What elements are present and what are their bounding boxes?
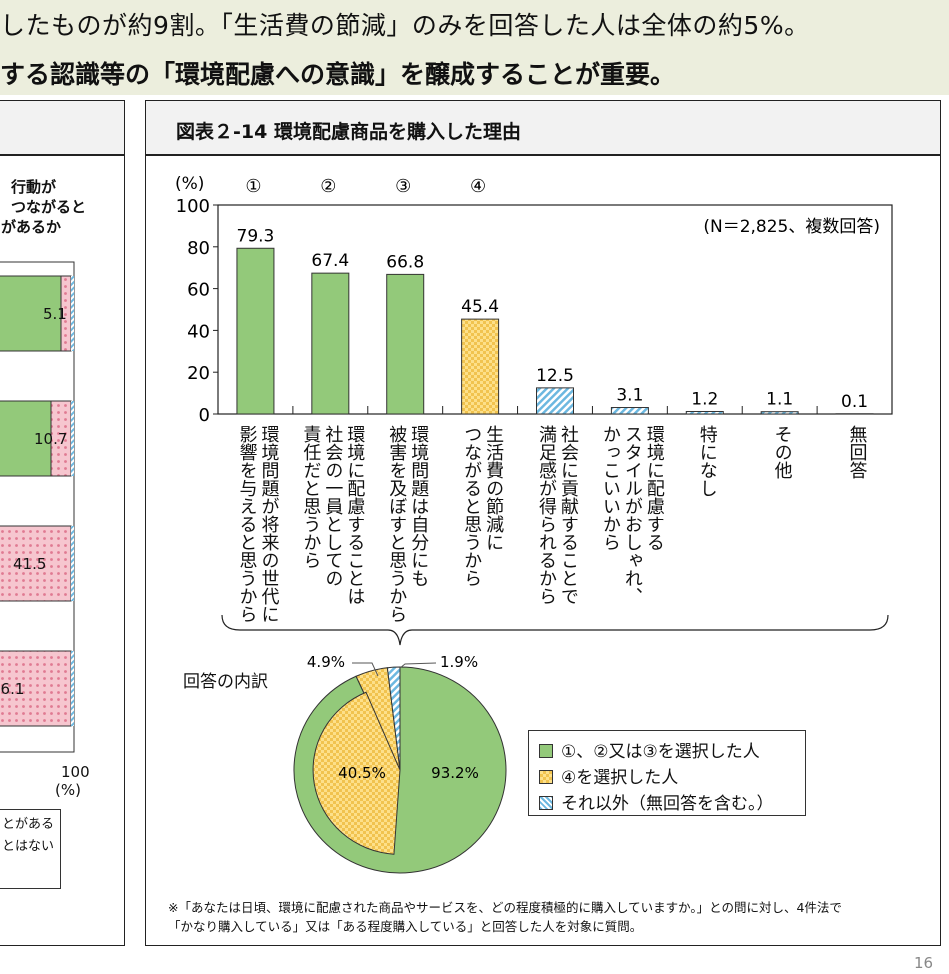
left-chart-panel: 行動が つながると があるか 5.1 10.7 41.5 56.1 100 (%… xyxy=(0,100,125,946)
legend-item-green: ①、②又は③を選択した人 xyxy=(539,737,760,762)
bar-value-label: 66.8 xyxy=(386,252,424,272)
leader-line xyxy=(352,662,379,677)
bar-4 xyxy=(461,318,500,415)
left-axis-unit: (%) xyxy=(55,781,81,799)
bar-value-label: 3.1 xyxy=(616,386,643,406)
pie-value-label: 4.9% xyxy=(307,653,345,671)
category-label: 無回答 xyxy=(846,425,868,479)
left-bar-1-blue xyxy=(71,276,74,351)
summary-line-2: する認識等の「環境配慮への意識」を醸成することが重要。 xyxy=(0,60,676,89)
legend-label: ①、②又は③を選択した人 xyxy=(561,742,760,762)
pie-slice-blue xyxy=(386,666,401,771)
left-legend-item: とがある xyxy=(2,817,55,832)
legend-swatch-yellow xyxy=(539,770,553,784)
category-label: 環境問題が将来の世代に 影響を与えると思うから xyxy=(236,425,280,623)
y-axis-unit: (%) xyxy=(175,174,204,194)
left-bar-chart xyxy=(0,261,75,753)
summary-line-1: したものが約9割。「生活費の節減」のみを回答した人は全体の約5%。 xyxy=(0,11,810,40)
legend-swatch-green xyxy=(539,744,553,758)
pie-legend: ①、②又は③を選択した人 ④を選択した人 それ以外（無回答を含む。） xyxy=(528,730,806,816)
category-label: その他 xyxy=(771,425,793,479)
legend-swatch-blue xyxy=(539,796,553,810)
category-marker: ③ xyxy=(395,176,411,197)
legend-label: ④を選択した人 xyxy=(561,768,679,788)
category-label: 環境に配慮する スタイルがおしゃれ、 かっこいいから xyxy=(599,425,665,605)
bar-6 xyxy=(610,407,649,415)
bar-value-label: 12.5 xyxy=(536,366,574,386)
category-label: 特になし xyxy=(696,425,718,497)
bar-value-label: 0.1 xyxy=(841,392,868,412)
bar-1 xyxy=(236,247,275,415)
left-bar-3-blue xyxy=(71,526,74,601)
left-bar-2-green xyxy=(0,400,52,477)
category-label: 環境に配慮することは 社会の一員としての 責任だと思うから xyxy=(300,425,366,605)
pie-value-label: 1.9% xyxy=(440,653,478,671)
y-tick-label: 100 xyxy=(176,196,210,217)
category-marker: ① xyxy=(245,176,261,197)
left-bar-4-blue xyxy=(71,651,74,726)
left-axis-end: 100 xyxy=(61,763,90,781)
bar-8 xyxy=(760,411,799,415)
category-label: 環境問題は自分にも 被害を及ぼすと思うから xyxy=(386,425,430,623)
left-legend: とがある とはない xyxy=(0,809,61,889)
left-bar-label: 41.5 xyxy=(13,555,47,573)
footnote-line: 「かなり購入している」又は「ある程度購入している」と回答した人を対象に質問。 xyxy=(168,919,643,934)
summary-banner: したものが約9割。「生活費の節減」のみを回答した人は全体の約5%。 する認識等の… xyxy=(0,0,949,95)
left-panel-header xyxy=(0,101,124,156)
pie-title: 回答の内訳 xyxy=(183,672,268,692)
bar-value-label: 67.4 xyxy=(311,251,349,271)
category-label: 社会に貢献することで 満足感が得られるから xyxy=(536,425,579,605)
legend-item-blue: それ以外（無回答を含む。） xyxy=(539,789,774,814)
leader-line xyxy=(399,662,437,669)
right-panel-header: 図表２-14 環境配慮商品を購入した理由 xyxy=(146,101,940,156)
y-tick-label: 60 xyxy=(187,280,210,301)
left-bar-label: 5.1 xyxy=(43,305,67,323)
bar-value-label: 1.1 xyxy=(766,390,793,410)
bar-3 xyxy=(386,273,425,415)
left-title-line: があるか xyxy=(1,218,62,236)
y-tick-label: 20 xyxy=(187,363,210,384)
category-label: 生活費の節減に つながると思うから xyxy=(461,425,505,587)
bar-2 xyxy=(311,272,350,415)
legend-item-yellow: ④を選択した人 xyxy=(539,763,678,788)
y-tick-label: 40 xyxy=(187,321,210,342)
pie-value-label: 93.2% xyxy=(431,764,479,782)
left-bar-3-pink xyxy=(0,525,72,602)
left-bar-2-blue xyxy=(71,401,74,476)
pie-inner-subset xyxy=(312,691,401,855)
bar-value-label: 1.2 xyxy=(691,389,718,409)
pie-value-label: 40.5% xyxy=(338,764,386,782)
left-bar-label: 10.7 xyxy=(34,430,68,448)
legend-label: それ以外（無回答を含む。） xyxy=(561,794,774,814)
left-title-line: つながると xyxy=(11,198,87,216)
left-legend-item: とはない xyxy=(2,839,55,854)
sample-note: (N＝2,825、複数回答) xyxy=(703,217,880,237)
brace xyxy=(221,614,889,646)
left-bar-label: 56.1 xyxy=(0,680,25,698)
left-bar-4-pink xyxy=(0,650,72,727)
bar-value-label: 45.4 xyxy=(461,297,499,317)
figure-title: 図表２-14 環境配慮商品を購入した理由 xyxy=(176,121,521,143)
category-marker: ④ xyxy=(470,176,486,197)
footnote-line: ※「あなたは日頃、環境に配慮された商品やサービスを、どの程度積極的に購入していま… xyxy=(168,900,842,915)
y-tick-label: 80 xyxy=(187,238,210,259)
bar-value-label: 79.3 xyxy=(237,226,275,246)
left-title-line: 行動が xyxy=(11,178,57,196)
category-marker: ② xyxy=(320,176,336,197)
page-number: 16 xyxy=(914,954,934,972)
left-bar-1-green xyxy=(0,275,62,352)
bar-7 xyxy=(685,410,724,415)
y-tick-label: 0 xyxy=(199,405,210,426)
bar-5 xyxy=(536,387,574,415)
